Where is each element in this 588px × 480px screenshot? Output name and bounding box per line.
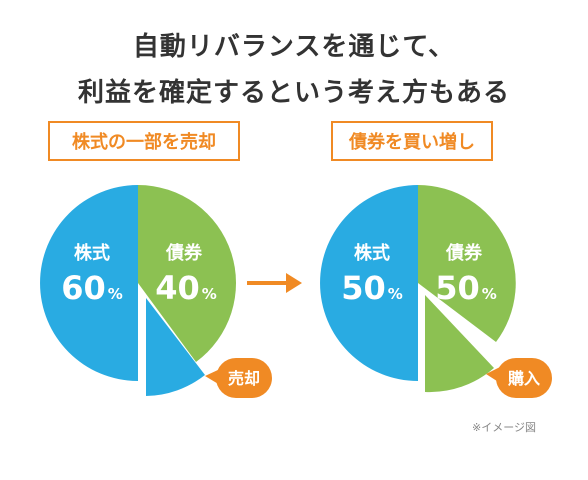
left-bond-unit: % xyxy=(202,285,217,303)
right-bought-slice xyxy=(425,295,494,393)
left-stock-name: 株式 xyxy=(74,242,110,264)
right-bond-percent: 50% xyxy=(435,269,497,307)
sell-callout: 売却 xyxy=(205,358,272,398)
right-bond-name: 債券 xyxy=(445,242,483,264)
buy-callout-text: 購入 xyxy=(507,369,540,388)
left-label-box: 株式の一部を売却 xyxy=(48,121,240,161)
left-bond-name: 債券 xyxy=(165,242,203,264)
left-bond-value: 40 xyxy=(155,269,200,307)
left-bond-slice xyxy=(138,185,237,362)
buy-callout: 購入 xyxy=(486,358,552,398)
right-stock-name: 株式 xyxy=(354,242,390,264)
left-stock-unit: % xyxy=(108,285,123,303)
right-bond-slice xyxy=(418,185,516,342)
title-line-1: 自動リバランスを通じて、 xyxy=(132,32,456,62)
right-label-box: 債券を買い増し xyxy=(331,121,493,161)
title-line-2: 利益を確定するという考え方もある xyxy=(77,78,510,108)
left-stock-percent: 60% xyxy=(61,269,123,307)
sell-callout-text: 売却 xyxy=(228,369,260,388)
left-sold-slice xyxy=(146,298,205,396)
right-bond-value: 50 xyxy=(435,269,480,307)
right-stock-value: 50 xyxy=(341,269,386,307)
left-bond-percent: 40% xyxy=(155,269,217,307)
image-note: ※イメージ図 xyxy=(472,421,536,434)
right-stock-unit: % xyxy=(388,285,403,303)
left-stock-value: 60 xyxy=(61,269,106,307)
left-stock-slice xyxy=(40,185,138,381)
right-pie: 株式 50% 債券 50% 購入 xyxy=(320,185,552,398)
right-arrow-icon xyxy=(247,273,302,293)
left-pie: 株式 60% 債券 40% 売却 xyxy=(40,185,272,398)
right-bond-unit: % xyxy=(482,285,497,303)
right-stock-percent: 50% xyxy=(341,269,403,307)
right-stock-slice xyxy=(320,185,418,381)
